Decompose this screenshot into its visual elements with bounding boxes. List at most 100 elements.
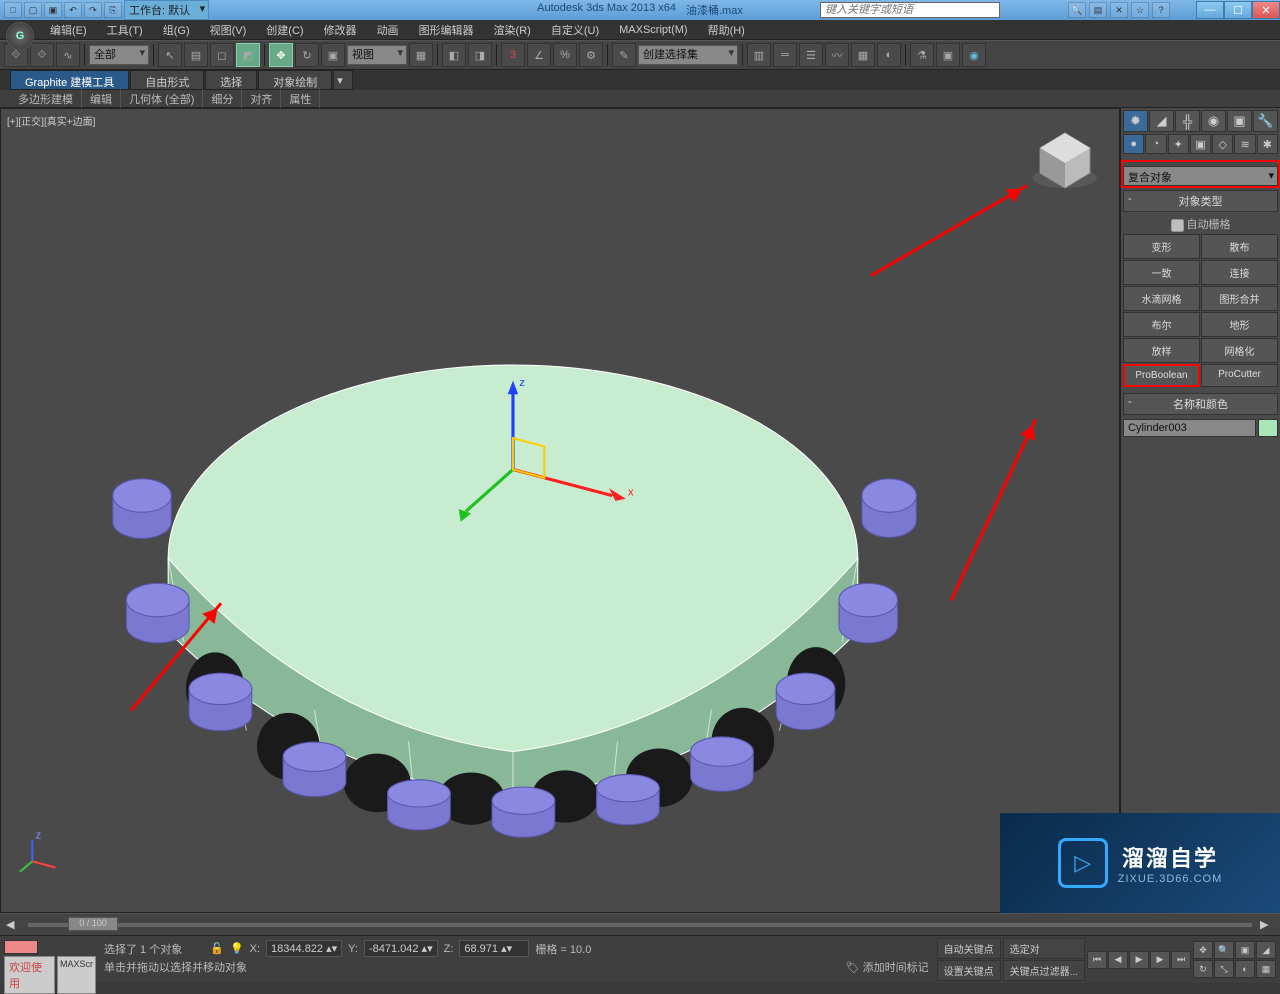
name-color-header[interactable]: 名称和颜色 — [1123, 393, 1278, 415]
menu-customize[interactable]: 自定义(U) — [541, 19, 609, 41]
timeline-toggle-icon[interactable] — [4, 940, 38, 954]
selected-filter[interactable]: 选定对 — [1003, 938, 1085, 959]
unlink-icon[interactable]: ⟐ — [30, 43, 54, 67]
goto-start-icon[interactable]: ⏮ — [1087, 951, 1107, 969]
ribbon-tab-selection[interactable]: 选择 — [205, 70, 257, 90]
geometry-subtab-icon[interactable]: ● — [1123, 134, 1144, 154]
menu-animation[interactable]: 动画 — [367, 19, 409, 41]
menu-modifiers[interactable]: 修改器 — [314, 19, 367, 41]
menu-group[interactable]: 组(G) — [153, 19, 200, 41]
viewport[interactable]: [+][正交][真实+边面] — [0, 108, 1120, 913]
exchange-icon[interactable]: ✕ — [1110, 2, 1128, 18]
spinner-snap-icon[interactable]: ⚙ — [579, 43, 603, 67]
time-slider[interactable]: ◀ 0 / 100 ▶ — [0, 913, 1280, 935]
qat-save-icon[interactable]: ▣ — [44, 2, 62, 18]
welcome-button[interactable]: 欢迎使用 — [4, 956, 55, 994]
fov-icon[interactable]: ◢ — [1256, 941, 1276, 959]
layer-icon[interactable]: ☰ — [799, 43, 823, 67]
rotate-icon[interactable]: ↻ — [295, 43, 319, 67]
render-frame-icon[interactable]: ▣ — [936, 43, 960, 67]
viewport-label[interactable]: [+][正交][真实+边面] — [7, 113, 95, 128]
zoom-extents-icon[interactable]: ▣ — [1235, 941, 1255, 959]
ribbon-sub-edit[interactable]: 编辑 — [82, 89, 121, 109]
dolly-icon[interactable]: ⤡ — [1214, 960, 1234, 978]
orbit-icon[interactable]: ↻ — [1193, 960, 1213, 978]
ribbon-tab-paint[interactable]: 对象绘制 — [258, 70, 332, 90]
favorite-icon[interactable]: ☆ — [1131, 2, 1149, 18]
ribbon-tab-graphite[interactable]: Graphite 建模工具 — [10, 70, 129, 90]
type-connect[interactable]: 连接 — [1201, 260, 1278, 285]
qat-undo-icon[interactable]: ↶ — [64, 2, 82, 18]
edit-named-sel-icon[interactable]: ✎ — [612, 43, 636, 67]
modify-tab-icon[interactable]: ◢ — [1149, 110, 1174, 132]
time-thumb[interactable]: 0 / 100 — [68, 917, 118, 931]
align-icon[interactable]: ═ — [773, 43, 797, 67]
auto-key-button[interactable]: 自动关键点 — [937, 938, 1001, 959]
pivot-icon[interactable]: ▦ — [409, 43, 433, 67]
bind-icon[interactable]: ∿ — [56, 43, 80, 67]
menu-edit[interactable]: 编辑(E) — [40, 19, 97, 41]
type-scatter[interactable]: 散布 — [1201, 234, 1278, 259]
maximize-button[interactable]: ☐ — [1224, 1, 1252, 19]
help-search-input[interactable] — [820, 2, 1000, 18]
menu-views[interactable]: 视图(V) — [200, 19, 257, 41]
ribbon-sub-polymodel[interactable]: 多边形建模 — [10, 89, 82, 109]
workspace-selector[interactable]: 工作台: 默认 — [124, 0, 209, 20]
display-tab-icon[interactable]: ▣ — [1227, 110, 1252, 132]
type-terrain[interactable]: 地形 — [1201, 312, 1278, 337]
maxscript-listener-button[interactable]: MAXScr — [57, 956, 96, 994]
utilities-tab-icon[interactable]: 🔧 — [1253, 110, 1278, 132]
lightbulb-icon[interactable]: 💡 — [230, 942, 244, 955]
category-dropdown[interactable]: 复合对象 — [1123, 166, 1278, 186]
auto-grid-checkbox[interactable]: 自动栅格 — [1123, 214, 1278, 234]
max-toggle-icon[interactable]: ▦ — [1256, 960, 1276, 978]
type-morph[interactable]: 变形 — [1123, 234, 1200, 259]
type-blobmesh[interactable]: 水滴网格 — [1123, 286, 1200, 311]
type-proboolean[interactable]: ProBoolean — [1123, 364, 1200, 387]
curve-editor-icon[interactable]: 〰 — [825, 43, 849, 67]
play-icon[interactable]: ▶ — [1129, 951, 1149, 969]
prev-frame-icon[interactable]: ◀ — [1108, 951, 1128, 969]
helpers-subtab-icon[interactable]: ◇ — [1212, 134, 1233, 154]
qat-redo-icon[interactable]: ↷ — [84, 2, 102, 18]
search-icon[interactable]: 🔍 — [1068, 2, 1086, 18]
lock-icon[interactable]: 🔓 — [210, 942, 224, 955]
ribbon-sub-subdiv[interactable]: 细分 — [203, 89, 242, 109]
move-icon[interactable]: ✥ — [269, 43, 293, 67]
ribbon-tab-freeform[interactable]: 自由形式 — [130, 70, 204, 90]
object-type-header[interactable]: 对象类型 — [1123, 190, 1278, 212]
keyboard-shortcut-icon[interactable]: ◨ — [468, 43, 492, 67]
type-procutter[interactable]: ProCutter — [1201, 364, 1278, 387]
material-editor-icon[interactable]: ◐ — [877, 43, 901, 67]
ribbon-sub-geometry[interactable]: 几何体 (全部) — [121, 89, 203, 109]
type-mesher[interactable]: 网格化 — [1201, 338, 1278, 363]
menu-help[interactable]: 帮助(H) — [698, 19, 755, 41]
named-selection-set[interactable]: 创建选择集 — [638, 45, 738, 65]
signin-icon[interactable]: ▤ — [1089, 2, 1107, 18]
qat-new-icon[interactable]: □ — [4, 2, 22, 18]
render-icon[interactable]: ◉ — [962, 43, 986, 67]
angle-snap-icon[interactable]: ∠ — [527, 43, 551, 67]
app-menu-icon[interactable]: G — [6, 22, 34, 50]
pan-icon[interactable]: ✥ — [1193, 941, 1213, 959]
mirror-icon[interactable]: ▥ — [747, 43, 771, 67]
help-icon[interactable]: ? — [1152, 2, 1170, 18]
ribbon-expand-icon[interactable]: ▾ — [333, 70, 353, 90]
coord-y-input[interactable]: -8471.042 ▴▾ — [364, 940, 438, 957]
coord-x-input[interactable]: 18344.822 ▴▾ — [266, 940, 342, 957]
motion-tab-icon[interactable]: ◉ — [1201, 110, 1226, 132]
close-button[interactable]: ✕ — [1252, 1, 1280, 19]
schematic-icon[interactable]: ▦ — [851, 43, 875, 67]
manipulate-icon[interactable]: ◧ — [442, 43, 466, 67]
render-setup-icon[interactable]: ⚗ — [910, 43, 934, 67]
menu-maxscript[interactable]: MAXScript(M) — [609, 21, 697, 39]
type-conform[interactable]: 一致 — [1123, 260, 1200, 285]
snap-3d-icon[interactable]: 3 — [501, 43, 525, 67]
spacewarps-subtab-icon[interactable]: ≋ — [1234, 134, 1255, 154]
systems-subtab-icon[interactable]: ✱ — [1257, 134, 1278, 154]
selection-filter[interactable]: 全部 — [89, 45, 149, 65]
key-filters-button[interactable]: 关键点过滤器... — [1003, 960, 1085, 981]
add-time-tag-button[interactable]: 🏷 添加时间标记 — [846, 959, 929, 975]
create-tab-icon[interactable]: ✹ — [1123, 110, 1148, 132]
zoom-icon[interactable]: 🔍 — [1214, 941, 1234, 959]
